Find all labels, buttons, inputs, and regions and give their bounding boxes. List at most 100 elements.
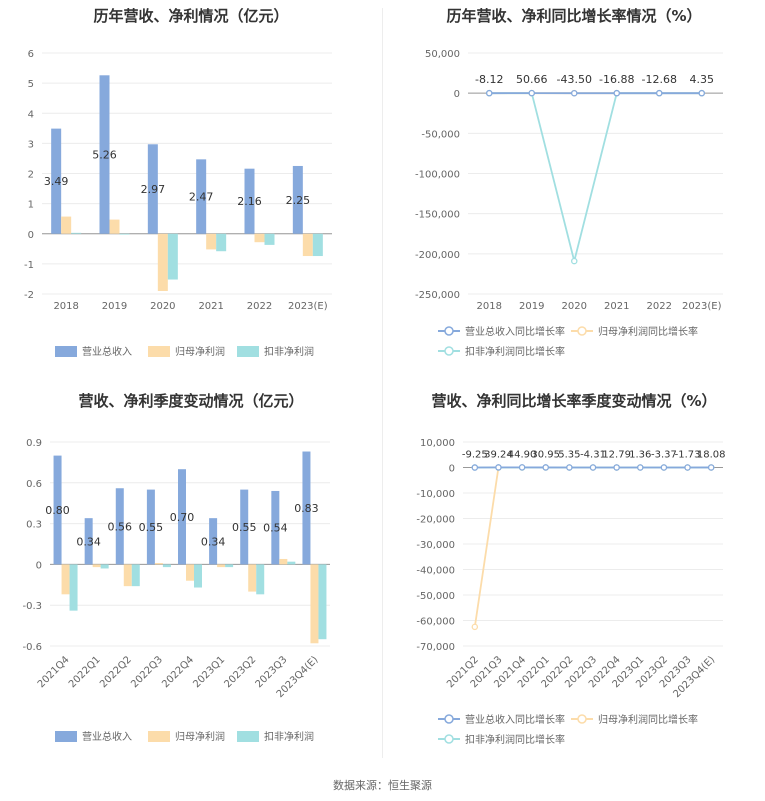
legend-dot-marker [577, 326, 587, 336]
annual-revenue-profit-panel: 历年营收、净利情况（亿元） -2 -1 0 1 2 3 4 5 6 3.49 2018 5.26 201… [0, 0, 382, 385]
y-tick-label: 5 [28, 79, 34, 90]
data-label: -12.68 [642, 73, 677, 86]
quarterly-revenue-profit-panel: 营收、净利季度变动情况（亿元） -0.6 -0.3 0 0.3 0.6 0.9 0.80 20… [0, 385, 382, 770]
legend-label: 归母净利润 [175, 345, 225, 358]
legend-label: 归母净利润同比增长率 [598, 713, 698, 726]
y-tick-label: 2 [28, 170, 34, 181]
bar-net-profit [157, 233, 168, 291]
y-tick-label: -200,000 [415, 250, 460, 261]
y-tick-label: -250,000 [415, 290, 460, 301]
x-tick-label: 2018 [53, 301, 78, 312]
bar-revenue [115, 488, 124, 565]
legend-label: 扣非净利润 [264, 345, 314, 358]
bar-net-profit [186, 564, 194, 581]
bar-deducted-profit [216, 233, 227, 252]
series-line-deducted-profit [489, 92, 702, 262]
chart-title: 营收、净利季度变动情况（亿元） [78, 392, 304, 410]
legend-label: 扣非净利润同比增长率 [465, 345, 565, 358]
data-label: 18.08 [697, 450, 726, 461]
bar-revenue [209, 518, 218, 565]
legend-swatch [148, 731, 170, 742]
y-tick-label: 10,000 [420, 438, 455, 449]
x-tick-label: 2021 [604, 301, 629, 312]
bar-net-profit [109, 219, 120, 234]
y-tick-label: 1 [28, 200, 34, 211]
quarterly-growth-line-chart: 10,000 0 -10,000 -20,000 -30,000 -40,000 -50,0… [416, 438, 726, 746]
legend-swatch [237, 731, 259, 742]
bar-net-profit [154, 563, 163, 565]
x-tick-label: 2022Q1 [67, 654, 103, 690]
bar-deducted-profit [162, 564, 171, 568]
y-tick-label: 0 [36, 560, 42, 571]
x-tick-label: 2022Q3 [129, 654, 165, 690]
x-tick-label: 2023Q2 [223, 654, 259, 690]
y-tick-label: 6 [28, 49, 34, 60]
x-tick-label: 2019 [102, 301, 127, 312]
legend-label: 营业总收入 [82, 345, 132, 358]
y-tick-label: -30,000 [416, 540, 455, 551]
data-point [528, 89, 535, 97]
data-point [698, 89, 705, 97]
x-tick-label: 2022Q2 [98, 654, 134, 690]
y-tick-label: -10,000 [416, 489, 455, 500]
bar-deducted-profit [194, 564, 202, 588]
bar-revenue [302, 451, 311, 565]
legend-label: 营业总收入同比增长率 [465, 325, 565, 338]
bar-deducted-profit [69, 564, 78, 611]
bar-deducted-profit [318, 564, 327, 640]
data-point [684, 464, 691, 471]
bar-revenue [53, 455, 62, 565]
data-label: -1.73 [675, 450, 701, 461]
legend-label: 归母净利润同比增长率 [598, 325, 698, 338]
legend-label: 归母净利润 [175, 730, 225, 743]
legend-dot-marker [444, 346, 454, 356]
data-label: -4.31 [580, 450, 606, 461]
data-label: 1.36 [629, 450, 651, 461]
x-tick-label: 2022 [247, 301, 272, 312]
y-tick-label: 0.3 [26, 520, 42, 531]
bar-value-label: 0.34 [76, 535, 101, 548]
data-point [542, 464, 549, 471]
legend-swatch [55, 346, 77, 357]
bar-value-label: 0.80 [45, 504, 70, 517]
bar-net-profit [206, 233, 217, 250]
bar-revenue [178, 469, 186, 565]
data-label: 39.24 [484, 450, 513, 461]
x-tick-label: 2022 [647, 301, 672, 312]
bar-net-profit [310, 564, 319, 644]
bar-value-label: 0.70 [170, 511, 195, 524]
x-tick-label: 2022Q4 [160, 654, 196, 690]
bar-deducted-profit [256, 564, 265, 595]
y-tick-label: -1 [24, 260, 34, 271]
bar-deducted-profit [264, 233, 275, 245]
data-point [707, 464, 715, 471]
bar-deducted-profit [71, 232, 82, 234]
chart-title: 营收、净利同比增长率季度变动情况（%） [431, 392, 717, 410]
y-tick-label: -50,000 [421, 129, 460, 140]
bar-value-label: 0.55 [232, 521, 257, 534]
bar-value-label: 2.16 [237, 195, 262, 208]
x-tick-label: 2023(E) [682, 301, 722, 312]
data-label: 44.90 [508, 450, 537, 461]
bar-deducted-profit [167, 233, 178, 280]
legend-dot-marker [444, 326, 454, 336]
bar-net-profit [217, 564, 226, 568]
data-point [486, 89, 493, 97]
legend-label: 营业总收入同比增长率 [465, 713, 565, 726]
bar-value-label: 0.83 [294, 502, 319, 515]
bar-revenue [99, 75, 110, 234]
data-label: -9.25 [462, 450, 488, 461]
legend-dot-marker [444, 714, 454, 724]
data-label: -8.12 [475, 73, 503, 86]
bar-deducted-profit [312, 233, 323, 257]
data-point [471, 623, 479, 631]
bar-value-label: 5.26 [92, 149, 117, 162]
bar-net-profit [92, 564, 101, 568]
quarterly-growth-panel: 营收、净利同比增长率季度变动情况（%） 10,000 0 -10,000 -20,00… [383, 385, 765, 770]
bar-revenue [146, 489, 155, 565]
panel-divider [382, 8, 383, 758]
bar-net-profit [254, 233, 265, 243]
bar-revenue [240, 489, 249, 565]
y-tick-label: 0 [449, 464, 455, 475]
series-line-net-profit [473, 466, 712, 628]
